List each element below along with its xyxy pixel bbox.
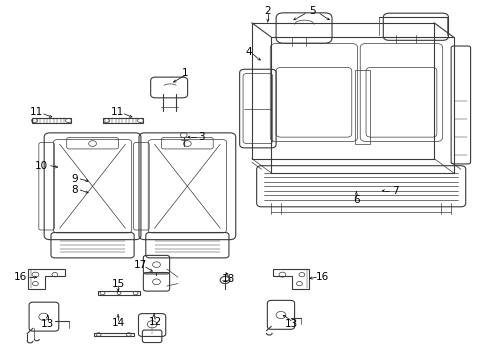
Bar: [31, 118, 71, 123]
Text: 13: 13: [284, 319, 297, 329]
Bar: [271, 37, 453, 173]
Text: 12: 12: [148, 317, 162, 327]
Text: 9: 9: [71, 174, 78, 184]
Bar: [103, 118, 143, 123]
Text: 11: 11: [30, 107, 43, 117]
Bar: [98, 291, 140, 295]
Text: 6: 6: [352, 195, 359, 204]
Text: 16: 16: [315, 272, 328, 282]
Text: 14: 14: [111, 318, 124, 328]
Bar: [354, 69, 369, 144]
Text: 16: 16: [14, 272, 27, 282]
Text: 2: 2: [264, 6, 271, 17]
Text: 1: 1: [182, 68, 188, 78]
Text: 15: 15: [111, 279, 124, 289]
Text: 4: 4: [244, 47, 251, 57]
Text: 7: 7: [391, 186, 398, 196]
Text: 10: 10: [35, 161, 48, 171]
Text: 18: 18: [222, 274, 235, 284]
Text: 3: 3: [198, 132, 204, 142]
Bar: [94, 333, 133, 336]
Text: 5: 5: [308, 6, 315, 17]
Text: 17: 17: [133, 260, 146, 270]
Text: 8: 8: [71, 185, 78, 195]
Text: 11: 11: [110, 107, 123, 117]
Text: 13: 13: [41, 319, 54, 329]
